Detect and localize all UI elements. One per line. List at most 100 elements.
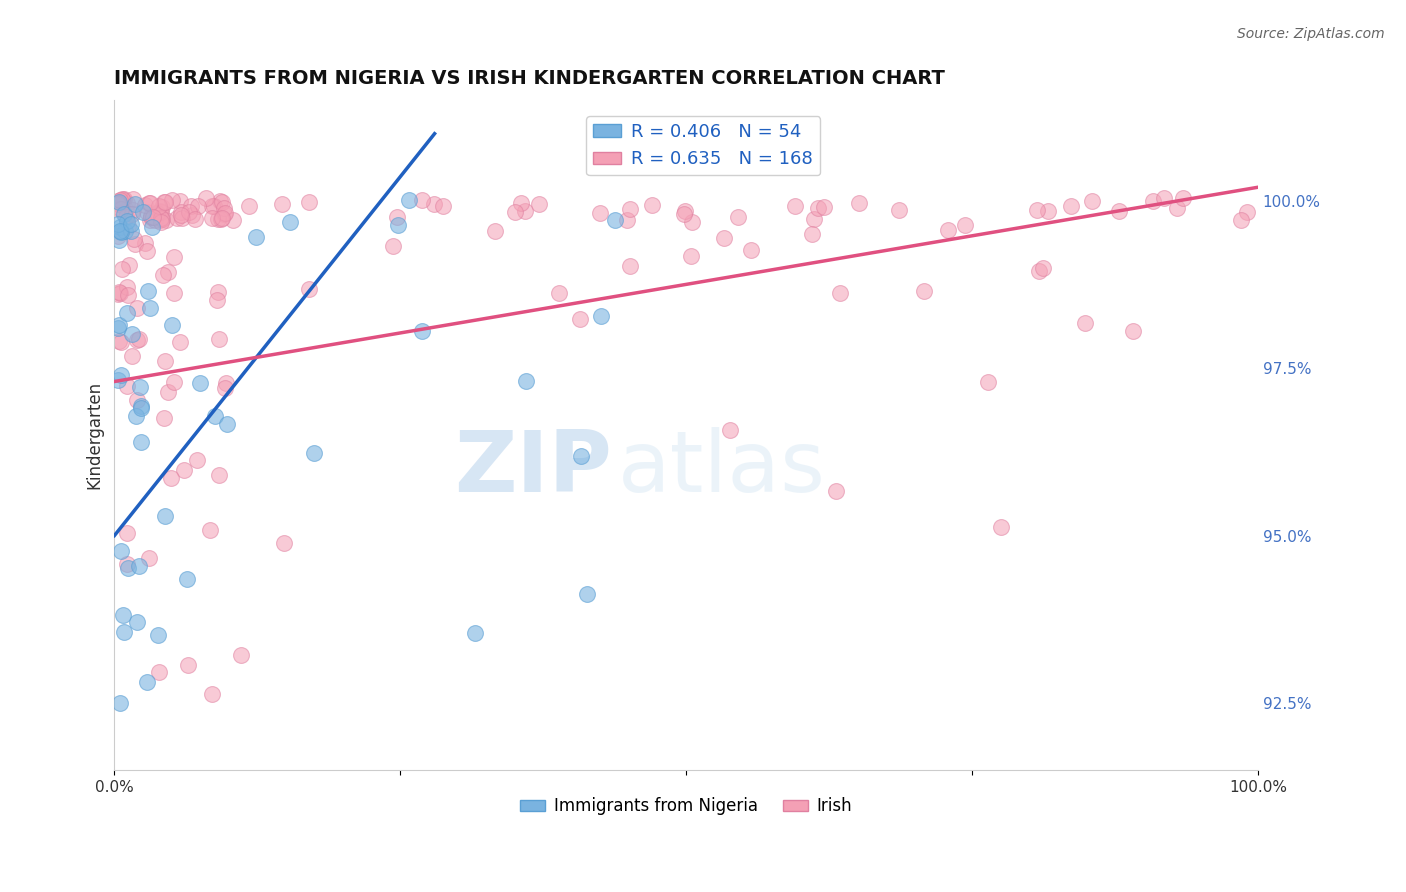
- Point: [107, 196, 129, 211]
- Point: [603, 212, 626, 227]
- Point: [149, 214, 172, 228]
- Point: [619, 259, 641, 273]
- Point: [155, 508, 177, 523]
- Point: [591, 309, 613, 323]
- Point: [121, 350, 143, 364]
- Point: [111, 192, 134, 206]
- Point: [302, 446, 325, 460]
- Point: [641, 198, 664, 212]
- Point: [229, 648, 252, 662]
- Point: [107, 196, 129, 211]
- Point: [163, 285, 186, 300]
- Point: [122, 202, 145, 217]
- Point: [569, 312, 592, 326]
- Point: [149, 204, 172, 219]
- Point: [484, 224, 506, 238]
- Point: [205, 293, 228, 307]
- Point: [149, 204, 172, 219]
- Point: [124, 409, 146, 424]
- Point: [107, 318, 129, 332]
- Point: [208, 194, 231, 208]
- Point: [513, 203, 536, 218]
- Point: [848, 196, 870, 211]
- Point: [803, 211, 825, 226]
- Point: [806, 201, 828, 215]
- Point: [136, 205, 159, 219]
- Point: [131, 401, 153, 416]
- Point: [1032, 261, 1054, 276]
- Point: [212, 207, 235, 221]
- Point: [211, 211, 233, 226]
- Point: [108, 193, 131, 207]
- Point: [122, 232, 145, 246]
- Point: [576, 587, 599, 601]
- Point: [148, 628, 170, 642]
- Point: [187, 199, 209, 213]
- Point: [143, 212, 166, 227]
- Point: [110, 226, 132, 240]
- Point: [208, 467, 231, 482]
- Point: [681, 249, 703, 263]
- Point: [125, 392, 148, 407]
- Point: [169, 194, 191, 209]
- Point: [112, 624, 135, 639]
- Point: [139, 196, 162, 211]
- Point: [107, 321, 129, 335]
- Point: [112, 607, 135, 622]
- Point: [136, 284, 159, 298]
- Point: [148, 199, 170, 213]
- Point: [107, 334, 129, 348]
- Point: [208, 332, 231, 346]
- Point: [115, 279, 138, 293]
- Point: [616, 213, 638, 227]
- Point: [110, 198, 132, 212]
- Point: [222, 212, 245, 227]
- Point: [740, 243, 762, 257]
- Point: [110, 368, 132, 382]
- Point: [713, 230, 735, 244]
- Point: [387, 219, 409, 233]
- Point: [195, 191, 218, 205]
- Point: [1166, 201, 1188, 215]
- Text: IMMIGRANTS FROM NIGERIA VS IRISH KINDERGARTEN CORRELATION CHART: IMMIGRANTS FROM NIGERIA VS IRISH KINDERG…: [114, 69, 945, 87]
- Point: [1036, 204, 1059, 219]
- Point: [423, 197, 446, 211]
- Point: [200, 523, 222, 537]
- Point: [162, 375, 184, 389]
- Point: [152, 268, 174, 283]
- Point: [515, 374, 537, 388]
- Point: [117, 288, 139, 302]
- Point: [115, 196, 138, 211]
- Point: [108, 696, 131, 710]
- Point: [245, 230, 267, 244]
- Point: [138, 196, 160, 211]
- Point: [117, 219, 139, 233]
- Point: [115, 202, 138, 217]
- Y-axis label: Kindergarten: Kindergarten: [86, 381, 103, 489]
- Point: [186, 453, 208, 467]
- Point: [120, 224, 142, 238]
- Point: [111, 262, 134, 277]
- Point: [1108, 203, 1130, 218]
- Point: [110, 543, 132, 558]
- Point: [215, 376, 238, 390]
- Point: [110, 202, 132, 216]
- Point: [115, 378, 138, 392]
- Point: [112, 192, 135, 206]
- Point: [150, 212, 173, 227]
- Point: [548, 285, 571, 300]
- Point: [217, 417, 239, 432]
- Point: [681, 215, 703, 229]
- Point: [464, 625, 486, 640]
- Point: [138, 213, 160, 227]
- Point: [209, 211, 232, 226]
- Point: [124, 236, 146, 251]
- Point: [108, 202, 131, 217]
- Point: [107, 286, 129, 301]
- Point: [1025, 203, 1047, 218]
- Point: [138, 551, 160, 566]
- Point: [127, 301, 149, 315]
- Point: [589, 206, 612, 220]
- Point: [527, 197, 550, 211]
- Point: [108, 285, 131, 300]
